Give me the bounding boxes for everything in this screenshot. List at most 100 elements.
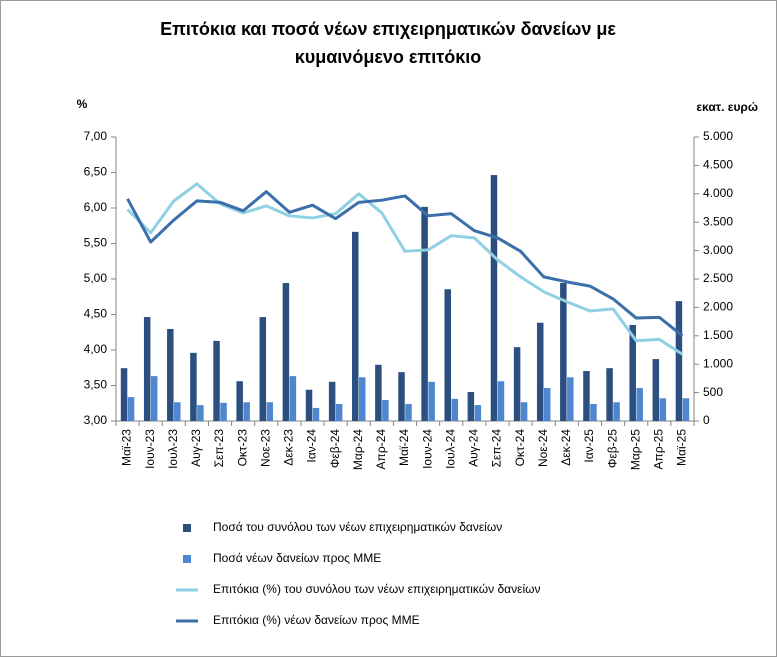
bar <box>675 301 683 421</box>
y-tick-label: 4,50 <box>84 307 108 321</box>
legend-label: Ποσά νέων δανείων προς ΜΜΕ <box>213 551 381 565</box>
y2-tick-label: 3.000 <box>703 243 733 257</box>
bar <box>167 328 174 421</box>
bar <box>174 402 181 421</box>
y-tick-label: 3,50 <box>84 378 108 392</box>
x-tick-label: Δεκ-23 <box>282 429 296 466</box>
bar <box>375 364 382 421</box>
x-tick-label: Απρ-24 <box>374 429 388 470</box>
x-tick-label: Φεβ-24 <box>328 429 342 468</box>
y2-tick-label: 2.000 <box>703 300 733 314</box>
bar <box>467 392 475 421</box>
bar <box>567 377 574 421</box>
y-axis-label: % <box>77 97 88 111</box>
bar <box>352 231 359 421</box>
legend-label: Επιτόκια (%) του συνόλου των νέων επιχει… <box>213 582 541 596</box>
legend-swatch <box>183 524 191 532</box>
legend-label: Ποσά του συνόλου των νέων επιχειρηματικώ… <box>213 520 502 534</box>
chart-title: κυμαινόμενο επιτόκιο <box>295 47 482 67</box>
bar <box>335 403 343 421</box>
bar <box>652 359 660 421</box>
bar <box>405 403 412 421</box>
line <box>126 190 684 337</box>
bar <box>636 388 643 421</box>
bar <box>682 398 690 421</box>
bar <box>474 405 482 421</box>
x-tick-label: Σεπ-24 <box>490 429 504 468</box>
bar <box>236 381 243 421</box>
bar <box>359 377 366 421</box>
bar <box>259 317 267 421</box>
legend-label: Επιτόκια (%) νέων δανείων προς ΜΜΕ <box>213 613 420 627</box>
bar <box>497 381 505 421</box>
bar <box>127 397 135 421</box>
x-tick-label: Σεπ-23 <box>212 429 226 468</box>
bar <box>543 388 551 421</box>
x-tick-label: Μαϊ-25 <box>675 429 689 466</box>
y-tick-label: 7,00 <box>84 129 108 143</box>
bar <box>213 340 220 421</box>
bar <box>451 398 458 421</box>
bar <box>590 403 597 421</box>
y2-tick-label: 1.500 <box>703 328 733 342</box>
x-tick-label: Ιαν-25 <box>582 429 596 463</box>
y2-tick-label: 1.000 <box>703 356 733 370</box>
x-tick-label: Φεβ-25 <box>605 429 619 468</box>
bar <box>398 372 405 421</box>
bar <box>328 381 336 421</box>
chart-title: Επιτόκια και ποσά νέων επιχειρηματικών δ… <box>160 19 616 39</box>
bar <box>583 371 590 421</box>
y-tick-label: 5,50 <box>84 236 108 250</box>
y2-tick-label: 5.000 <box>703 129 733 143</box>
bar <box>428 381 435 421</box>
bar <box>289 376 297 421</box>
y2-tick-label: 4.000 <box>703 186 733 200</box>
bar <box>190 352 197 421</box>
legend-swatch <box>183 555 191 563</box>
y-tick-label: 6,00 <box>84 200 108 214</box>
bar <box>513 347 521 421</box>
bar <box>220 402 227 421</box>
x-tick-label: Απρ-25 <box>651 429 665 470</box>
bar <box>421 206 428 421</box>
y-tick-label: 5,00 <box>84 271 108 285</box>
bar <box>312 407 320 421</box>
bar <box>613 402 620 421</box>
y2-tick-label: 2.500 <box>703 271 733 285</box>
x-tick-label: Αυγ-24 <box>467 429 481 467</box>
x-tick-label: Οκτ-23 <box>235 429 249 467</box>
x-tick-label: Δεκ-24 <box>559 429 573 466</box>
x-tick-label: Μαρ-24 <box>351 429 365 470</box>
bar <box>120 368 128 421</box>
y2-axis-label: εκατ. ευρώ <box>696 100 758 114</box>
x-tick-label: Αυγ-23 <box>189 429 203 467</box>
y2-tick-label: 3.500 <box>703 214 733 228</box>
bar <box>197 405 204 421</box>
bar <box>490 175 498 421</box>
x-tick-label: Μαρ-25 <box>628 429 642 470</box>
x-tick-label: Ιουν-23 <box>143 429 157 469</box>
x-tick-label: Νοε-23 <box>258 429 272 467</box>
y2-tick-label: 4.500 <box>703 158 733 172</box>
bar <box>520 402 528 421</box>
bar <box>444 289 451 421</box>
bar <box>305 389 313 421</box>
bar <box>266 402 274 421</box>
x-tick-label: Ιαν-24 <box>305 429 319 463</box>
y-tick-label: 3,00 <box>84 413 108 427</box>
y2-tick-label: 0 <box>703 413 710 427</box>
bar <box>150 376 158 421</box>
x-tick-label: Μαϊ-24 <box>397 429 411 466</box>
x-tick-label: Οκτ-24 <box>513 429 527 467</box>
y2-tick-label: 500 <box>703 385 723 399</box>
y-tick-label: 6,50 <box>84 165 108 179</box>
y-tick-label: 4,00 <box>84 342 108 356</box>
bar <box>243 402 250 421</box>
bar <box>536 322 544 421</box>
bar <box>606 368 613 421</box>
bar <box>629 325 636 421</box>
bar <box>382 399 389 421</box>
x-tick-label: Ιουλ-23 <box>166 429 180 469</box>
